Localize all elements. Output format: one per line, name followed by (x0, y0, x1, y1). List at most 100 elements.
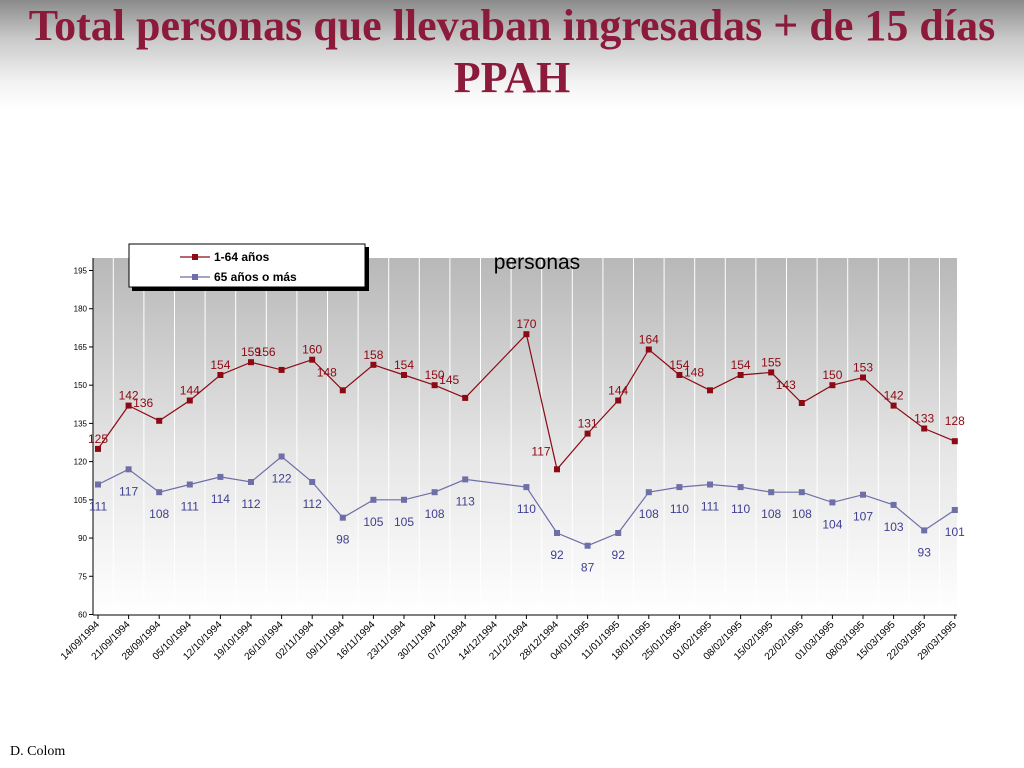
data-label: 155 (761, 355, 781, 369)
legend-label-65-plus: 65 años o más (214, 270, 297, 284)
data-label: 148 (317, 365, 337, 379)
data-point (523, 484, 530, 491)
data-label: 103 (884, 520, 904, 534)
data-point (462, 394, 469, 401)
data-label: 170 (516, 317, 536, 331)
data-label: 111 (89, 500, 108, 514)
data-point (921, 527, 928, 534)
data-point (309, 479, 316, 485)
data-label: 144 (180, 384, 200, 398)
data-label: 164 (639, 333, 659, 347)
data-label: 98 (336, 533, 350, 547)
data-point (248, 479, 254, 485)
data-point (676, 484, 683, 491)
data-point (707, 481, 713, 488)
data-label: 110 (670, 502, 689, 516)
data-label: 110 (517, 502, 536, 516)
data-point (125, 402, 132, 409)
plot-area (93, 258, 957, 615)
data-label: 111 (181, 500, 200, 514)
data-point (156, 489, 163, 496)
data-point (737, 372, 744, 378)
data-point (186, 397, 193, 404)
data-label: 117 (531, 444, 550, 458)
data-label: 110 (731, 502, 750, 516)
data-point (431, 382, 438, 389)
data-label: 131 (578, 417, 598, 431)
data-point (370, 361, 377, 368)
data-label: 112 (303, 497, 322, 511)
series-layer (95, 331, 958, 549)
data-label: 122 (272, 472, 292, 486)
data-point (248, 359, 254, 366)
data-label: 108 (761, 507, 781, 521)
slide-title: Total personas que llevaban ingresadas +… (28, 1, 996, 102)
y-tick-label: 150 (74, 381, 88, 390)
data-label: 154 (210, 358, 230, 372)
data-point (890, 402, 897, 409)
data-label: 133 (914, 412, 934, 426)
grid-lines (112, 258, 940, 615)
data-label: 104 (822, 517, 842, 531)
series-line-2 (97, 455, 956, 547)
data-label: 108 (639, 507, 659, 521)
data-point (829, 382, 836, 389)
data-label: 113 (456, 494, 475, 508)
footer-author: D. Colom (10, 744, 66, 759)
data-point (860, 374, 866, 381)
data-label: 93 (918, 545, 932, 559)
data-point (186, 481, 193, 488)
data-label: 112 (241, 497, 260, 511)
legend-box (128, 243, 366, 288)
data-point (645, 346, 652, 353)
legend-label-1-64: 1-64 años (214, 250, 270, 264)
data-point (339, 387, 346, 394)
data-label: 154 (731, 358, 751, 372)
data-label: 156 (256, 345, 276, 359)
data-point (462, 476, 469, 483)
data-point (737, 484, 744, 491)
data-point (645, 489, 652, 496)
data-label: 150 (425, 368, 445, 382)
data-label: 136 (133, 396, 153, 410)
y-tick-label: 195 (74, 267, 88, 276)
data-label: 101 (945, 525, 965, 539)
data-point (217, 473, 224, 480)
data-label: 92 (612, 548, 626, 562)
y-tick-label: 75 (78, 572, 87, 581)
data-point (707, 387, 713, 394)
y-tick-label: 180 (74, 305, 88, 314)
legend-marker-65-plus (192, 274, 198, 280)
data-label: 114 (211, 492, 230, 506)
data-point (95, 445, 101, 452)
data-label: 117 (119, 484, 138, 498)
legend-marker-1-64 (192, 254, 198, 260)
series-line-1 (97, 332, 956, 471)
data-point (156, 417, 163, 424)
data-point (615, 530, 622, 536)
data-point (401, 372, 407, 378)
data-point (278, 366, 285, 373)
data-label: 154 (394, 358, 414, 372)
data-label: 143 (776, 378, 796, 392)
title-background (0, 0, 1024, 110)
data-point (554, 530, 560, 536)
data-point (554, 466, 560, 473)
y-tick-label: 135 (74, 419, 88, 428)
y-tick-label: 165 (74, 343, 88, 352)
data-point (890, 501, 897, 508)
data-point (95, 481, 101, 488)
data-label: 142 (119, 389, 139, 403)
data-point (584, 430, 591, 437)
data-point (431, 489, 438, 496)
data-label: 87 (581, 561, 595, 575)
data-label: 107 (853, 510, 873, 524)
data-point (768, 369, 775, 376)
data-point (309, 356, 316, 363)
data-label: 105 (394, 515, 414, 529)
data-point (523, 331, 530, 338)
data-point (370, 496, 377, 503)
data-point (125, 466, 132, 473)
data-label: 108 (792, 507, 812, 521)
